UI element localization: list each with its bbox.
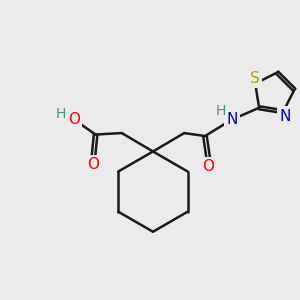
- Text: O: O: [68, 112, 80, 127]
- Text: H: H: [56, 107, 66, 121]
- Text: N: N: [279, 109, 290, 124]
- Text: O: O: [87, 158, 99, 172]
- Text: H: H: [215, 104, 226, 118]
- Text: S: S: [250, 71, 260, 86]
- Text: O: O: [202, 159, 214, 174]
- Text: N: N: [226, 112, 237, 127]
